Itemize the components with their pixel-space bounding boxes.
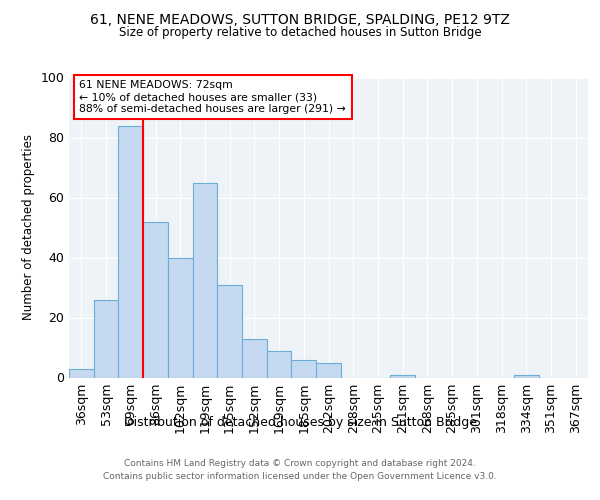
Text: Contains public sector information licensed under the Open Government Licence v3: Contains public sector information licen… xyxy=(103,472,497,481)
Text: 61, NENE MEADOWS, SUTTON BRIDGE, SPALDING, PE12 9TZ: 61, NENE MEADOWS, SUTTON BRIDGE, SPALDIN… xyxy=(90,12,510,26)
Bar xyxy=(514,374,539,378)
Bar xyxy=(69,368,94,378)
Text: 61 NENE MEADOWS: 72sqm
← 10% of detached houses are smaller (33)
88% of semi-det: 61 NENE MEADOWS: 72sqm ← 10% of detached… xyxy=(79,80,346,114)
Bar xyxy=(292,360,316,378)
Bar xyxy=(316,362,341,378)
Bar xyxy=(267,350,292,378)
Bar xyxy=(390,374,415,378)
Bar xyxy=(94,300,118,378)
Bar xyxy=(143,222,168,378)
Bar xyxy=(193,182,217,378)
Bar xyxy=(242,338,267,378)
Text: Distribution of detached houses by size in Sutton Bridge: Distribution of detached houses by size … xyxy=(124,416,476,429)
Text: Size of property relative to detached houses in Sutton Bridge: Size of property relative to detached ho… xyxy=(119,26,481,39)
Bar xyxy=(118,126,143,378)
Bar xyxy=(168,258,193,378)
Y-axis label: Number of detached properties: Number of detached properties xyxy=(22,134,35,320)
Bar xyxy=(217,284,242,378)
Text: Contains HM Land Registry data © Crown copyright and database right 2024.: Contains HM Land Registry data © Crown c… xyxy=(124,458,476,468)
